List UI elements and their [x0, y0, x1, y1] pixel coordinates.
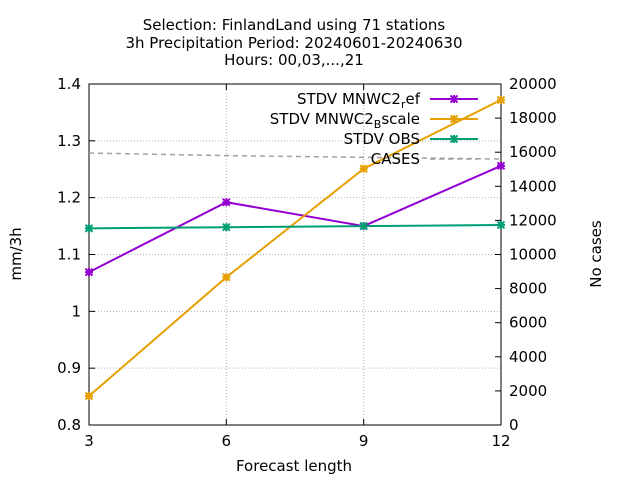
x-tick-label: 9	[359, 432, 369, 450]
y2-tick-label: 4000	[509, 348, 547, 366]
legend-label: CASES	[371, 150, 420, 168]
y-tick-label: 1.4	[57, 75, 81, 93]
title-line-1: Selection: FinlandLand using 71 stations	[143, 16, 446, 34]
data-point	[222, 273, 230, 281]
y2-axis-label: No cases	[587, 220, 605, 288]
legend-label: STDV MNWC2Bscale	[270, 110, 420, 131]
data-point	[85, 268, 93, 276]
data-point	[222, 223, 230, 231]
data-point	[497, 162, 505, 170]
title-line-3: Hours: 00,03,...,21	[224, 51, 364, 69]
y2-tick-label: 20000	[509, 75, 557, 93]
data-point	[497, 96, 505, 104]
data-point	[85, 224, 93, 232]
y-tick-label: 1.1	[57, 246, 81, 264]
x-tick-label: 12	[491, 432, 510, 450]
y-axis-label: mm/3h	[7, 227, 25, 280]
data-point	[360, 165, 368, 173]
title-line-2: 3h Precipitation Period: 20240601-202406…	[125, 34, 462, 52]
y-tick-label: 0.8	[57, 416, 81, 434]
data-point	[450, 95, 458, 103]
x-axis-label: Forecast length	[236, 457, 352, 475]
y-tick-label: 1.3	[57, 132, 81, 150]
y2-tick-label: 10000	[509, 246, 557, 264]
y2-tick-label: 14000	[509, 177, 557, 195]
x-tick-label: 3	[84, 432, 94, 450]
data-point	[85, 392, 93, 400]
y2-tick-label: 18000	[509, 109, 557, 127]
legend-label: STDV OBS	[344, 130, 420, 148]
x-tick-label: 6	[222, 432, 232, 450]
y2-tick-label: 8000	[509, 280, 547, 298]
y-tick-label: 1.2	[57, 189, 81, 207]
data-point	[497, 221, 505, 229]
y2-tick-label: 16000	[509, 143, 557, 161]
y2-tick-label: 2000	[509, 382, 547, 400]
data-point	[450, 135, 458, 143]
y-tick-label: 1	[71, 302, 81, 320]
y2-tick-label: 12000	[509, 211, 557, 229]
y-tick-label: 0.9	[57, 359, 81, 377]
y2-tick-label: 6000	[509, 314, 547, 332]
data-point	[222, 198, 230, 206]
data-point	[360, 222, 368, 230]
data-point	[450, 115, 458, 123]
